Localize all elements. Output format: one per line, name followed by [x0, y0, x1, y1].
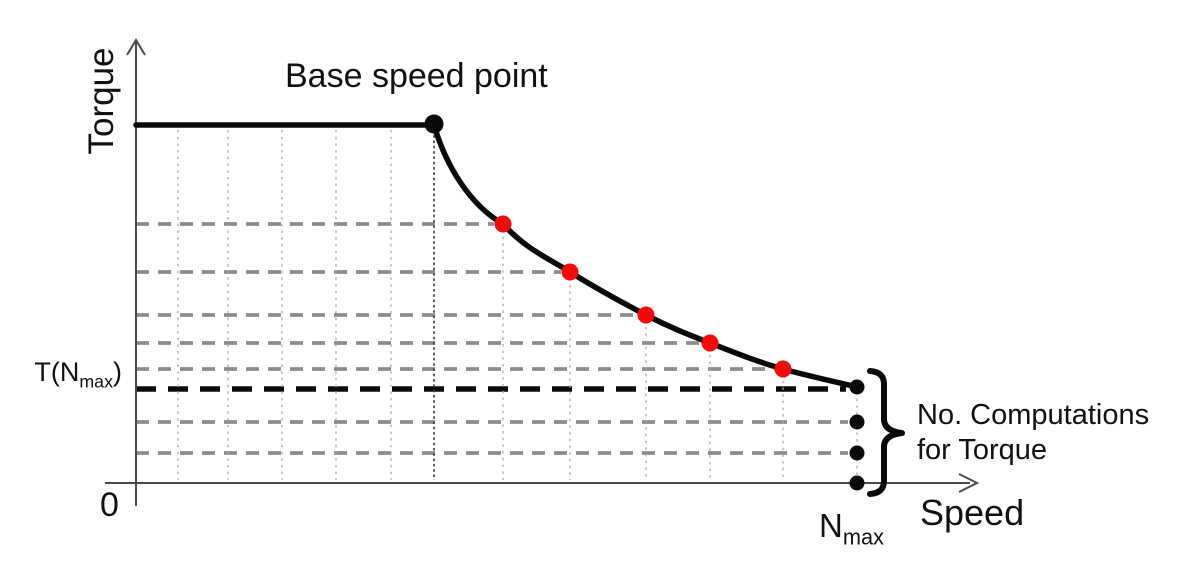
red-sample-dot — [701, 334, 719, 352]
y-axis-arrowhead — [126, 38, 146, 56]
red-sample-dot — [561, 263, 579, 281]
nmax-label-sub: max — [842, 524, 884, 550]
nmax-axis-label: Nmax — [819, 507, 884, 551]
nmax-computation-dot — [849, 475, 865, 491]
t-nmax-axis-label: T(Nmax) — [18, 357, 122, 392]
t-nmax-label-pre: T(N — [34, 357, 80, 387]
red-sample-dot — [494, 215, 512, 233]
grid-layer — [136, 130, 858, 480]
t-nmax-label-post: ) — [113, 357, 122, 387]
nmax-label-base: N — [819, 507, 843, 544]
base-speed-dot — [424, 114, 444, 134]
computations-annotation-line1: No. Computations — [917, 399, 1150, 431]
tnmax-point-dot — [849, 379, 865, 395]
red-sample-dot — [637, 306, 655, 324]
origin-label: 0 — [100, 486, 119, 524]
x-axis-arrowhead — [958, 473, 980, 493]
nmax-computation-dot — [849, 445, 865, 461]
computations-annotation: No. Computations for Torque — [917, 398, 1149, 469]
base-speed-point-annotation: Base speed point — [285, 57, 548, 95]
nmax-computation-dot — [849, 414, 865, 430]
red-sample-dot — [774, 360, 792, 378]
computations-brace — [867, 368, 905, 497]
y-axis-label: Torque — [82, 47, 121, 155]
torque-speed-curve — [133, 122, 860, 390]
dot-layer — [424, 114, 865, 491]
t-nmax-label-sub: max — [79, 371, 113, 392]
computations-annotation-line2: for Torque — [917, 434, 1048, 467]
x-axis-label: Speed — [920, 492, 1025, 533]
